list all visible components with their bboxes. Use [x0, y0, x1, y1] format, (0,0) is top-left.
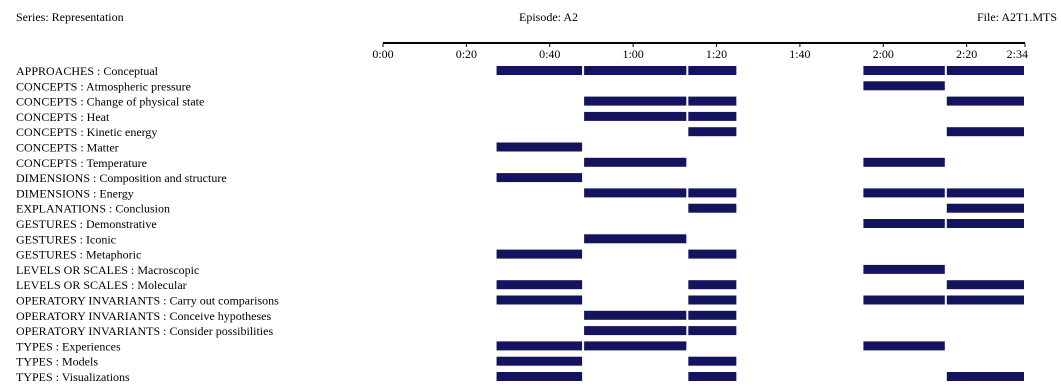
timeline-bar — [584, 326, 687, 336]
timeline-bar — [584, 188, 687, 198]
timeline-bar — [863, 188, 945, 198]
timeline-bar — [863, 295, 945, 305]
tick-label: 2:20 — [956, 47, 977, 61]
timeline-bar — [584, 96, 687, 106]
row-label: OPERATORY INVARIANTS : Conceive hypothes… — [16, 309, 271, 323]
row-label: CONCEPTS : Temperature — [16, 156, 147, 170]
timeline-bar — [863, 157, 945, 167]
timeline-bar — [688, 372, 737, 381]
timeline-bar — [863, 264, 945, 274]
timeline-bar — [496, 341, 583, 351]
tick-label: 0:40 — [539, 47, 560, 61]
series-title: Series: Representation — [16, 10, 124, 24]
timeline-bar — [688, 326, 737, 336]
timeline-bar — [688, 280, 737, 290]
row-label: CONCEPTS : Atmospheric pressure — [16, 79, 191, 93]
timeline-bar — [584, 310, 687, 320]
timeline-bar — [584, 234, 687, 244]
row-label: LEVELS OR SCALES : Macroscopic — [16, 263, 199, 277]
timeline-bar — [496, 356, 583, 366]
row-label: TYPES : Models — [16, 355, 98, 369]
tick-label: 0:20 — [456, 47, 477, 61]
timeline-bar — [496, 142, 583, 152]
timeline-bar — [584, 111, 687, 121]
timeline-bar — [584, 157, 687, 167]
timeline-bar — [863, 219, 945, 228]
row-label: OPERATORY INVARIANTS : Carry out compari… — [16, 294, 279, 308]
timeline-bar — [496, 372, 583, 381]
timeline-bar — [688, 188, 737, 198]
timeline-bar — [688, 127, 737, 137]
row-label: GESTURES : Demonstrative — [16, 217, 157, 231]
timeline-bar — [946, 66, 1024, 75]
timeline-bar — [496, 295, 583, 305]
timeline-bar — [946, 188, 1024, 198]
timeline-bar — [946, 280, 1024, 290]
timeline-bar — [688, 295, 737, 305]
timeline-bar — [688, 203, 737, 213]
row-label: EXPLANATIONS : Conclusion — [16, 202, 170, 216]
timeline-bar — [584, 341, 687, 351]
timeline-bar — [688, 96, 737, 106]
timeline-bar — [688, 310, 737, 320]
row-label: OPERATORY INVARIANTS : Consider possibil… — [16, 324, 273, 338]
timeline-bar — [946, 127, 1024, 137]
timeline-bar — [496, 66, 583, 75]
row-label: GESTURES : Iconic — [16, 232, 116, 246]
timeline-bar — [863, 66, 945, 75]
timeline-bar — [946, 203, 1024, 213]
timeline-bar — [946, 219, 1024, 228]
timeline-bar — [496, 173, 583, 183]
row-label: APPROACHES : Conceptual — [16, 64, 159, 78]
timeline-bar — [496, 249, 583, 259]
timeline-bar — [688, 356, 737, 366]
row-label: TYPES : Experiences — [16, 339, 121, 353]
row-label: GESTURES : Metaphoric — [16, 248, 141, 262]
timeline-bar — [584, 66, 687, 75]
row-label: TYPES : Visualizations — [16, 370, 130, 384]
timeline-bar — [946, 295, 1024, 305]
tick-label: 1:20 — [706, 47, 727, 61]
row-label: DIMENSIONS : Composition and structure — [16, 171, 227, 185]
row-label: CONCEPTS : Change of physical state — [16, 95, 204, 109]
timeline-bar — [688, 111, 737, 121]
timeline-bar — [946, 96, 1024, 106]
row-label: CONCEPTS : Kinetic energy — [16, 125, 157, 139]
tick-label: 2:00 — [873, 47, 894, 61]
file-title: File: A2T1.MTS — [976, 10, 1057, 24]
tick-label: 0:00 — [372, 47, 393, 61]
tick-label: 1:00 — [622, 47, 643, 61]
row-label: CONCEPTS : Heat — [16, 110, 110, 124]
episode-title: Episode: A2 — [519, 10, 578, 24]
timeline-bar — [688, 66, 737, 75]
timeline-bar — [688, 249, 737, 259]
tick-label: 2:34 — [1007, 47, 1028, 61]
tick-label: 1:40 — [789, 47, 810, 61]
timeline-bar — [863, 81, 945, 91]
timeline-bar — [496, 280, 583, 290]
row-label: LEVELS OR SCALES : Molecular — [16, 278, 187, 292]
row-label: DIMENSIONS : Energy — [16, 186, 134, 200]
timeline-bar — [863, 341, 945, 351]
row-label: CONCEPTS : Matter — [16, 141, 119, 155]
timeline-bar — [946, 372, 1024, 381]
